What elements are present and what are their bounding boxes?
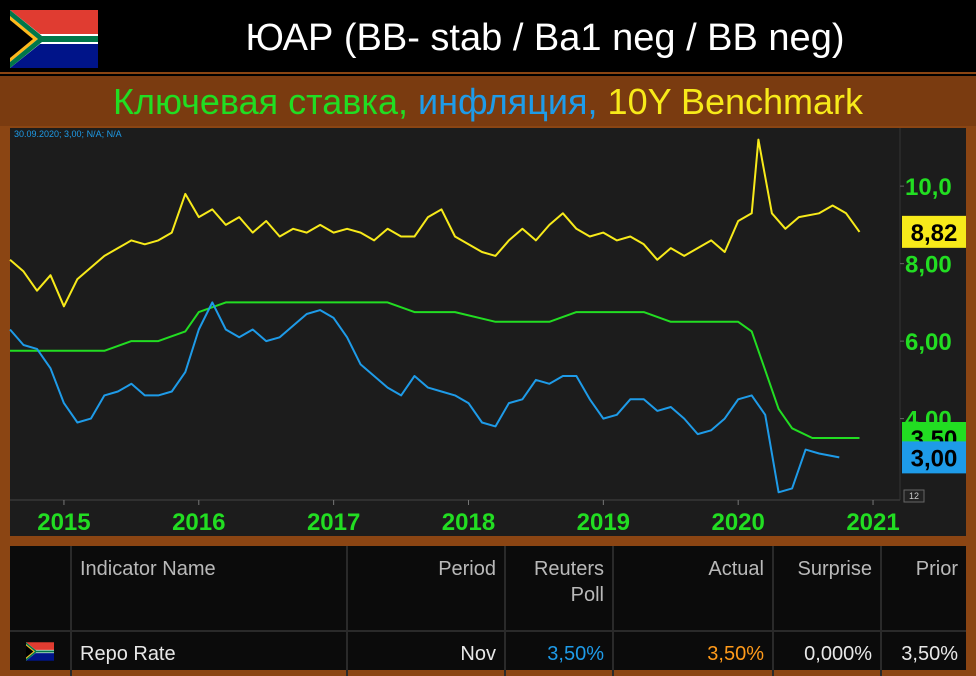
y-tick-label: 8,00 (905, 252, 952, 279)
title-bar: ЮАР (BB- stab / Ba1 neg / BB neg) (0, 0, 976, 72)
x-tick-label: 2017 (307, 509, 360, 536)
x-tick-label: 2019 (577, 509, 630, 536)
chart-subtitle: Ключевая ставка, инфляция, 10Y Benchmark (0, 83, 976, 121)
corner-label: 12 (909, 491, 919, 501)
row-prior: 3,50% (881, 630, 966, 676)
subtitle-bond-label: 10Y Benchmark (607, 81, 864, 122)
header-actual: Actual (613, 546, 774, 631)
line-chart: 30.09.2020; 3,00; N/A; N/A 4,006,008,001… (9, 128, 966, 536)
x-tick-label: 2015 (37, 509, 90, 536)
header-reuters-poll: Reuters Poll (505, 546, 614, 631)
row-flag-cell (10, 630, 72, 676)
header-period: Period (347, 546, 506, 631)
x-tick-label: 2018 (442, 509, 495, 536)
last-value-badge-bond (902, 215, 966, 248)
indicator-table: Indicator Name Period Reuters Poll Actua… (10, 546, 966, 676)
table-row[interactable]: Repo Rate Nov 3,50% 3,50% 0,000% 3,50% (10, 630, 966, 676)
y-tick-label: 10,0 (905, 174, 952, 201)
subtitle-bar: Ключевая ставка, инфляция, 10Y Benchmark (0, 74, 976, 126)
header-indicator-name: Indicator Name (71, 546, 348, 631)
chart-info-label: 30.09.2020; 3,00; N/A; N/A (14, 129, 122, 139)
chart-frame (10, 128, 966, 536)
south-africa-flag-icon (26, 641, 54, 661)
x-tick-label: 2020 (711, 509, 764, 536)
header-flag (10, 546, 72, 631)
row-indicator-name: Repo Rate (71, 630, 348, 676)
last-value-label-cpi: 3,00 (911, 445, 958, 472)
series-line-cpi (9, 301, 840, 494)
corner-badge (903, 489, 925, 503)
page-title: ЮАР (BB- stab / Ba1 neg / BB neg) (245, 17, 845, 59)
south-africa-flag-icon (10, 10, 98, 68)
subtitle-rate-label: Ключевая ставка, (112, 81, 408, 122)
row-surprise: 0,000% (773, 630, 882, 676)
series-line-rate (10, 301, 860, 439)
row-period: Nov (347, 630, 506, 676)
header-reuters-poll-line1: Reuters (533, 558, 604, 580)
last-value-label-bond: 8,82 (911, 220, 958, 247)
subtitle-inflation-label: инфляция, (417, 81, 598, 122)
x-tick-label: 2016 (172, 509, 225, 536)
header-reuters-poll-line2: Poll (570, 584, 604, 606)
y-tick-label: 6,00 (905, 329, 952, 356)
header-surprise: Surprise (773, 546, 882, 631)
table-header-row: Indicator Name Period Reuters Poll Actua… (10, 546, 966, 631)
row-actual: 3,50% (613, 630, 774, 676)
row-reuters-poll: 3,50% (505, 630, 614, 676)
last-value-badge-cpi (902, 441, 966, 474)
x-tick-label: 2021 (846, 509, 899, 536)
header-prior: Prior (915, 558, 958, 580)
series-line-bond (9, 138, 861, 308)
